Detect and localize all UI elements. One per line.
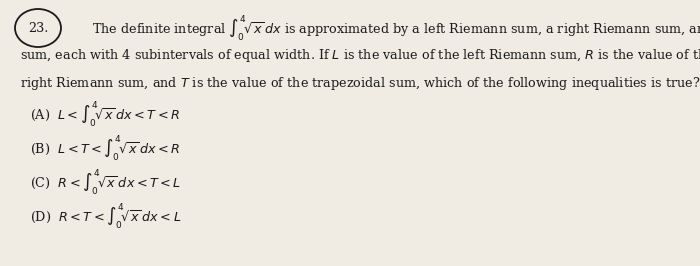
Text: (A)  $L < \int_0^4 \!\sqrt{x}\, dx < T < R$: (A) $L < \int_0^4 \!\sqrt{x}\, dx < T < … xyxy=(30,99,180,129)
Text: (C)  $R < \int_0^4 \!\sqrt{x}\, dx < T < L$: (C) $R < \int_0^4 \!\sqrt{x}\, dx < T < … xyxy=(30,167,181,197)
Text: sum, each with 4 subintervals of equal width. If $L$ is the value of the left Ri: sum, each with 4 subintervals of equal w… xyxy=(20,48,700,64)
Text: (D)  $R < T < \int_0^4 \!\sqrt{x}\, dx < L$: (D) $R < T < \int_0^4 \!\sqrt{x}\, dx < … xyxy=(30,201,181,231)
Text: right Riemann sum, and $T$ is the value of the trapezoidal sum, which of the fol: right Riemann sum, and $T$ is the value … xyxy=(20,74,700,92)
Text: The definite integral $\int_0^4 \!\sqrt{x}\, dx$ is approximated by a left Riema: The definite integral $\int_0^4 \!\sqrt{… xyxy=(92,13,700,43)
Text: 23.: 23. xyxy=(28,22,48,35)
Text: (B)  $L < T < \int_0^4 \!\sqrt{x}\, dx < R$: (B) $L < T < \int_0^4 \!\sqrt{x}\, dx < … xyxy=(30,133,180,163)
